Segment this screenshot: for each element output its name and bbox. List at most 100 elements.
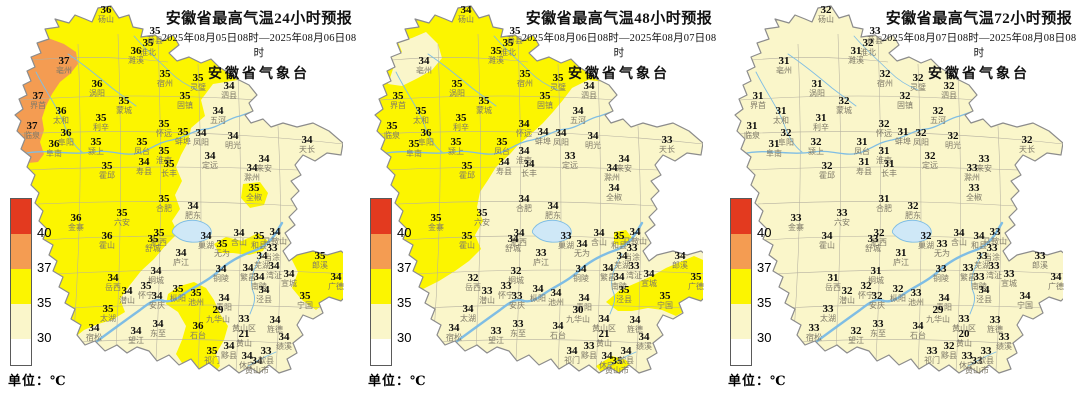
station-name: 阜阳 [778, 138, 794, 148]
station-name: 黟县 [941, 351, 957, 361]
station-label: 33 休宁 [959, 351, 975, 370]
station-temp: 35 [618, 284, 630, 297]
station-label: 33 池州 [908, 288, 924, 307]
station-label: 32 枞阳 [890, 284, 906, 303]
station-temp: 33 [266, 242, 278, 255]
station-name: 无为 [214, 249, 230, 259]
station-temp: 36 [192, 320, 204, 333]
station-temp: 34 [152, 318, 164, 331]
station-label: 33 来安 [976, 154, 992, 173]
station-label: 36 阜阳 [58, 128, 74, 147]
station-temp: 32 [841, 285, 853, 298]
station-name: 蚌埠 [535, 137, 551, 147]
unit-label: 单位：℃ [368, 373, 427, 388]
station-temp: 21 [238, 328, 250, 341]
station-temp: 33 [583, 340, 595, 353]
station-temp: 34 [537, 126, 549, 139]
station-name: 五河 [570, 116, 586, 126]
station-temp: 34 [253, 271, 265, 284]
station-temp: 33 [926, 345, 938, 358]
station-temp: 35 [613, 230, 625, 243]
province-map-svg [14, 5, 343, 374]
station-temp: 35 [611, 355, 623, 368]
station-label: 33 巢湖 [558, 231, 574, 250]
station-name: 固镇 [897, 101, 913, 111]
legend-color-cream [371, 304, 391, 339]
station-temp: 33 [661, 134, 673, 147]
station-temp: 32 [947, 130, 959, 143]
station-name: 定远 [922, 161, 938, 171]
station-label: 31 寿县 [856, 157, 872, 176]
station-name: 和县 [971, 241, 987, 251]
station-temp: 33 [867, 233, 879, 246]
station-name: 霍山 [459, 241, 475, 251]
station-temp: 35 [158, 118, 170, 131]
station-name: 歙县 [618, 356, 634, 366]
station-label: 34 巢湖 [198, 231, 214, 250]
station-temp: 35 [415, 105, 427, 118]
station-name: 泗县 [581, 91, 597, 101]
station-temp: 33 [980, 345, 992, 358]
station-name: 旌德 [267, 325, 283, 335]
station-label: 32 怀宁 [858, 281, 874, 300]
station-name: 太湖 [100, 314, 116, 324]
station-temp: 33 [1034, 250, 1046, 263]
station-label: 34 旌德 [267, 315, 283, 334]
station-name: 九华山 [566, 315, 590, 325]
station-name: 广德 [688, 282, 704, 292]
legend-color-cream [731, 304, 751, 339]
chaohu-lake [531, 219, 572, 243]
station-label: 32 蒙城 [836, 96, 852, 115]
station-name: 绩溪 [636, 342, 652, 352]
station-temp: 34 [523, 158, 535, 171]
station-name: 安庆 [149, 301, 165, 311]
station-label: 34 岳西 [105, 273, 121, 292]
station-temp: 33 [986, 242, 998, 255]
station-temp: 33 [971, 355, 983, 368]
temperature-legend: 40 37 35 30 [370, 198, 430, 368]
station-temp: 33 [490, 325, 502, 338]
legend-tick-37: 37 [757, 260, 772, 275]
station-label: 35 凤台 [494, 137, 510, 156]
station-name: 繁昌 [240, 273, 256, 283]
station-temp: 35 [95, 112, 107, 125]
station-label: 35 利辛 [93, 113, 109, 132]
station-label: 29 九华山 [206, 305, 230, 324]
station-temp: 35 [179, 90, 191, 103]
station-name: 宿松 [446, 333, 462, 343]
station-name: 芜湖 [614, 261, 630, 271]
station-name: 五河 [930, 116, 946, 126]
station-label: 33 湾沚 [626, 261, 642, 280]
station-name: 当涂 [264, 253, 280, 263]
station-label: 35 郎溪 [312, 251, 328, 270]
station-label: 34 芜湖 [614, 251, 630, 270]
station-name: 阜阳 [58, 138, 74, 148]
station-temp: 35 [455, 112, 467, 125]
station-label: 20 黄山 [956, 329, 972, 348]
station-temp: 34 [572, 105, 584, 118]
station-temp: 32 [920, 230, 932, 243]
station-temp: 34 [638, 331, 650, 344]
station-name: 宁国 [657, 301, 673, 311]
station-name: 岳西 [105, 283, 121, 293]
station-name: 固镇 [177, 101, 193, 111]
temperature-legend: 40 37 35 30 [10, 198, 70, 368]
station-temp: 32 [907, 200, 919, 213]
station-name: 合肥 [156, 204, 172, 214]
station-name: 马鞍山 [623, 237, 647, 247]
station-name: 涡阳 [809, 89, 825, 99]
station-label: 34 舒城 [505, 234, 521, 253]
station-temp: 33 [481, 285, 493, 298]
station-temp: 34 [460, 4, 472, 17]
station-name: 安庆 [869, 301, 885, 311]
station-name: 繁昌 [960, 273, 976, 283]
station-temp: 32 [510, 265, 522, 278]
station-temp: 35 [136, 136, 148, 149]
station-temp: 33 [962, 262, 974, 275]
station-name: 池州 [188, 298, 204, 308]
map-agency: 安徽省气象台 [208, 67, 310, 82]
station-label: 34 马鞍山 [623, 227, 647, 246]
station-temp: 34 [518, 193, 530, 206]
station-temp: 31 [858, 156, 870, 169]
station-name: 九华山 [926, 315, 950, 325]
